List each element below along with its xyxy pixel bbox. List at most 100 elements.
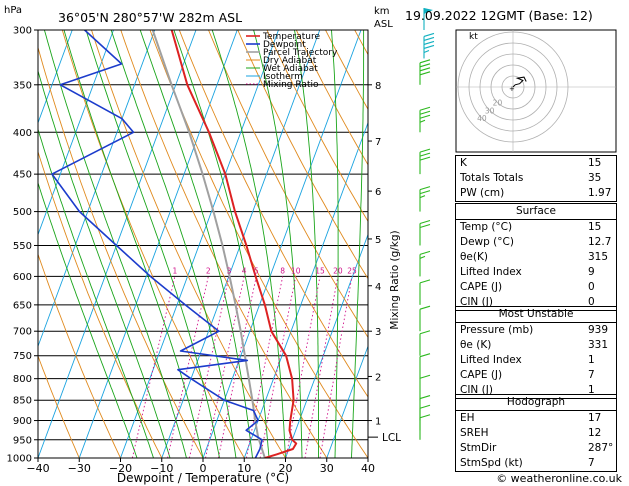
- dry-adiabat-line: [266, 30, 368, 223]
- mixing-ratio-label: 4: [242, 266, 247, 275]
- mixing-ratio-label: 3: [227, 266, 232, 275]
- wind-barb: [423, 32, 435, 59]
- wind-barb-feather: [419, 395, 431, 400]
- pressure-tick-label: 300: [13, 26, 32, 37]
- index-value: 15: [588, 157, 602, 169]
- pressure-tick-label: 700: [13, 327, 32, 338]
- wind-barb-pennant: [424, 8, 433, 14]
- wind-barb: [419, 414, 431, 440]
- mixing-ratio-line: [259, 276, 297, 458]
- index-value: 35: [588, 172, 602, 184]
- wind-barb-feather: [419, 114, 431, 119]
- wind-barb-half-feather: [423, 49, 430, 53]
- hodograph-kt-label: kt: [469, 32, 478, 42]
- wind-barb-feather: [419, 414, 431, 419]
- mixing-ratio-line: [319, 276, 353, 458]
- hodograph-rings: [456, 30, 616, 152]
- hodograph-ring-label: 30: [485, 106, 495, 115]
- mixing-ratio-label: 1: [173, 266, 178, 275]
- wind-barb-half-feather: [419, 255, 426, 259]
- wind-barb: [419, 186, 431, 212]
- pressure-tick-label: 950: [13, 435, 32, 446]
- wind-barb-feather: [419, 279, 431, 284]
- dry-adiabat-line: [38, 150, 163, 458]
- wet-adiabat-line: [294, 30, 319, 458]
- wind-barb-feather: [419, 330, 431, 335]
- temperature-tick-label: −40: [26, 462, 49, 475]
- wind-barb-half-feather: [419, 195, 426, 199]
- mu-key: θe (K): [460, 339, 492, 351]
- mixing-ratio-label: 2: [206, 266, 211, 275]
- mixing-ratio-labels: 1 2 3 4 5 8 10 15 20 25: [173, 266, 357, 275]
- pressure-tick-label: 850: [13, 396, 32, 407]
- wet-adiabat-line: [253, 30, 303, 458]
- mu-row: Pressure (mb) 939: [456, 323, 616, 338]
- hodo-row: StmSpd (kt) 7: [456, 456, 616, 471]
- mu-row: CAPE (J) 7: [456, 368, 616, 383]
- km-tick-label: 2: [375, 372, 381, 383]
- surface-key: Temp (°C): [460, 221, 513, 233]
- dry-adiabat-line: [149, 30, 368, 458]
- wind-barb-feather: [419, 186, 431, 191]
- hodo-value: 17: [588, 412, 602, 424]
- wind-barb: [419, 305, 431, 332]
- wet-adiabat-line: [38, 127, 154, 458]
- wet-adiabat-line: [351, 30, 365, 458]
- axes: 3003504004505005506006507007508008509009…: [7, 26, 402, 476]
- dry-adiabat-line: [120, 30, 328, 458]
- hodo-row: EH 17: [456, 411, 616, 426]
- wet-adiabat-line: [85, 30, 220, 458]
- wind-barb: [419, 59, 431, 85]
- temperature-tick-label: 0: [200, 462, 207, 475]
- dry-adiabat-line: [208, 30, 368, 339]
- legend-label: Temperature: [262, 32, 320, 42]
- asl-unit-label: ASL: [374, 19, 393, 30]
- index-value: 1.97: [588, 187, 612, 199]
- mixing-ratio-line: [205, 276, 245, 458]
- mu-value: 331: [588, 339, 609, 351]
- wind-barb-feather: [423, 44, 435, 49]
- mixing-ratio-label: 8: [280, 266, 285, 275]
- pressure-tick-label: 500: [13, 207, 32, 218]
- wet-adiabat-line: [38, 69, 171, 458]
- lcl-label: LCL: [382, 432, 401, 444]
- surface-value: 0: [588, 281, 595, 293]
- hodo-key: StmDir: [460, 442, 497, 454]
- surface-key: Dewp (°C): [460, 236, 514, 248]
- surface-row: Lifted Index 9: [456, 265, 616, 280]
- hodograph-storm-marker: +: [509, 85, 515, 93]
- wind-barb: [419, 148, 431, 175]
- surface-value: 12.7: [588, 236, 612, 248]
- km-tick-label: 7: [375, 137, 381, 148]
- hodograph-trace: [512, 76, 527, 88]
- mu-value: 939: [588, 324, 609, 336]
- temperature-tick-label: 20: [279, 462, 293, 475]
- wet-adiabat-line: [43, 30, 187, 458]
- isotherm-line: [202, 30, 362, 458]
- wet-adiabat-line: [331, 30, 339, 458]
- surface-key: Lifted Index: [460, 266, 522, 278]
- hodo-key: EH: [460, 412, 475, 424]
- credit-text: © weatheronline.co.uk: [496, 472, 622, 485]
- wind-barb: [419, 374, 431, 401]
- wind-barb-feather: [423, 40, 435, 45]
- surface-value: 315: [588, 251, 609, 263]
- wind-barb-feather: [419, 156, 431, 161]
- wind-barb-feather: [419, 374, 431, 379]
- km-unit-label: km: [374, 6, 390, 17]
- dry-adiabat-line: [38, 252, 121, 458]
- indices-box: K 15 Totals Totals 35 PW (cm) 1.97: [455, 155, 617, 202]
- pressure-tick-label: 600: [13, 272, 32, 283]
- wet-adiabat-line: [211, 30, 286, 458]
- wet-adiabat-line: [110, 30, 237, 458]
- mu-value: 1: [588, 384, 595, 396]
- mu-key: CIN (J): [460, 384, 493, 396]
- isotherm-line: [243, 121, 368, 458]
- wind-barb-feather: [423, 36, 435, 41]
- isotherm-line: [285, 233, 368, 458]
- hodograph-frame: [455, 29, 617, 153]
- isotherm-line: [326, 344, 368, 458]
- wind-barb-feather: [419, 223, 431, 229]
- wind-barb-feather: [419, 148, 431, 153]
- pressure-tick-label: 750: [13, 351, 32, 362]
